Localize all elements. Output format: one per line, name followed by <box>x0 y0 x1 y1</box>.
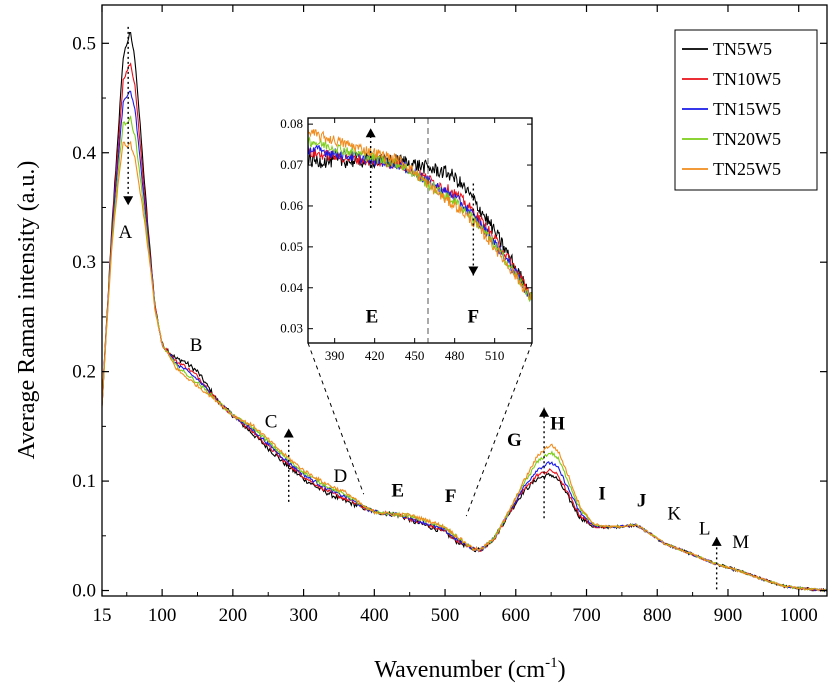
arrow-l-up-head <box>711 536 722 546</box>
inset-series-line-TN25W5 <box>308 128 532 303</box>
plot-frame <box>101 4 828 597</box>
inset-x-tick-label: 480 <box>445 348 465 363</box>
peak-label-G: G <box>507 430 522 451</box>
x-tick-label: 400 <box>360 605 389 626</box>
inset-x-tick-label: 420 <box>365 348 385 363</box>
inset-y-tick-label: 0.03 <box>280 321 303 336</box>
x-tick-label: 900 <box>714 605 743 626</box>
x-tick-label: 500 <box>431 605 460 626</box>
peak-label-B: B <box>190 335 203 356</box>
legend-label-TN20W5: TN20W5 <box>713 129 781 149</box>
x-tick-label: 600 <box>502 605 531 626</box>
x-tick-label: 1000 <box>780 605 818 626</box>
peak-label-K: K <box>667 503 681 524</box>
peak-label-I: I <box>598 484 605 505</box>
inset-arrow-f-down-head <box>468 266 479 276</box>
inset-label-F: F <box>468 307 480 328</box>
peak-label-C: C <box>265 411 278 432</box>
legend-box <box>674 29 818 191</box>
inset-series-line-TN20W5 <box>308 136 532 303</box>
arrow-c-up-head <box>283 428 294 438</box>
series-line-TN25W5 <box>101 140 828 592</box>
arrow-a-down-head <box>123 196 134 206</box>
inset-y-tick-label: 0.05 <box>280 239 303 254</box>
inset-series-line-TN5W5 <box>308 151 532 302</box>
legend-label-TN15W5: TN15W5 <box>713 99 781 119</box>
inset-x-tick-label: 510 <box>485 348 505 363</box>
legend: TN5W5 TN10W5 TN15W5 TN20W5 TN25W5 <box>674 29 818 191</box>
y-tick-label: 0.2 <box>72 362 96 383</box>
y-axis-title: Average Raman intensity (a.u.) <box>14 161 40 460</box>
inset-y-tick-label: 0.07 <box>280 157 303 172</box>
peak-label-M: M <box>732 532 749 553</box>
inset-x-tick-label: 390 <box>325 348 345 363</box>
arrow-h-up-head <box>539 407 550 417</box>
x-tick-label: 200 <box>219 605 248 626</box>
peak-label-A: A <box>118 222 132 243</box>
x-axis-title-end: ) <box>558 657 566 683</box>
peak-label-J: J <box>637 490 647 511</box>
legend-label-TN10W5: TN10W5 <box>713 69 781 89</box>
peak-label-E: E <box>391 480 404 501</box>
y-tick-label: 0.5 <box>72 33 96 54</box>
legend-label-TN5W5: TN5W5 <box>713 39 772 59</box>
inset-series-group <box>308 128 532 303</box>
y-tick-label: 0.0 <box>72 581 96 602</box>
legend-label-TN25W5: TN25W5 <box>713 159 781 179</box>
inset-connector-right <box>465 342 533 517</box>
peak-label-F: F <box>445 486 457 507</box>
x-axis-title-main: Wavenumber (cm <box>374 657 545 683</box>
inset-plot-area: 390 420 450 480 510 0.03 0.04 0.05 0.06 0.07 0.08 E… <box>280 116 533 517</box>
main-plot-area: 15 100 200 300 400 500 600 700 800 900 1000 0.0 0.1 0… <box>72 4 828 626</box>
peak-label-L: L <box>699 519 711 540</box>
x-tick-label: 300 <box>289 605 318 626</box>
peak-label-D: D <box>333 466 347 487</box>
y-tick-label: 0.4 <box>72 143 96 164</box>
inset-y-tick-label: 0.08 <box>280 116 303 131</box>
inset-label-E: E <box>366 307 379 328</box>
peak-label-H: H <box>550 414 565 435</box>
y-tick-label: 0.3 <box>72 252 96 273</box>
x-tick-label: 100 <box>148 605 177 626</box>
inset-x-tick-label: 450 <box>405 348 425 363</box>
x-axis-title: Wavenumber (cm-1) <box>374 655 565 683</box>
inset-frame <box>307 117 533 344</box>
inset-y-tick-label: 0.04 <box>280 280 303 295</box>
inset-arrow-e-up-head <box>365 128 376 138</box>
x-axis-title-sup: -1 <box>545 655 558 671</box>
y-tick-label: 0.1 <box>72 471 96 492</box>
x-tick-label: 15 <box>93 605 112 626</box>
inset-y-tick-label: 0.06 <box>280 198 303 213</box>
inset-connector-left <box>307 342 365 495</box>
x-tick-label: 700 <box>572 605 601 626</box>
x-tick-label: 800 <box>643 605 672 626</box>
